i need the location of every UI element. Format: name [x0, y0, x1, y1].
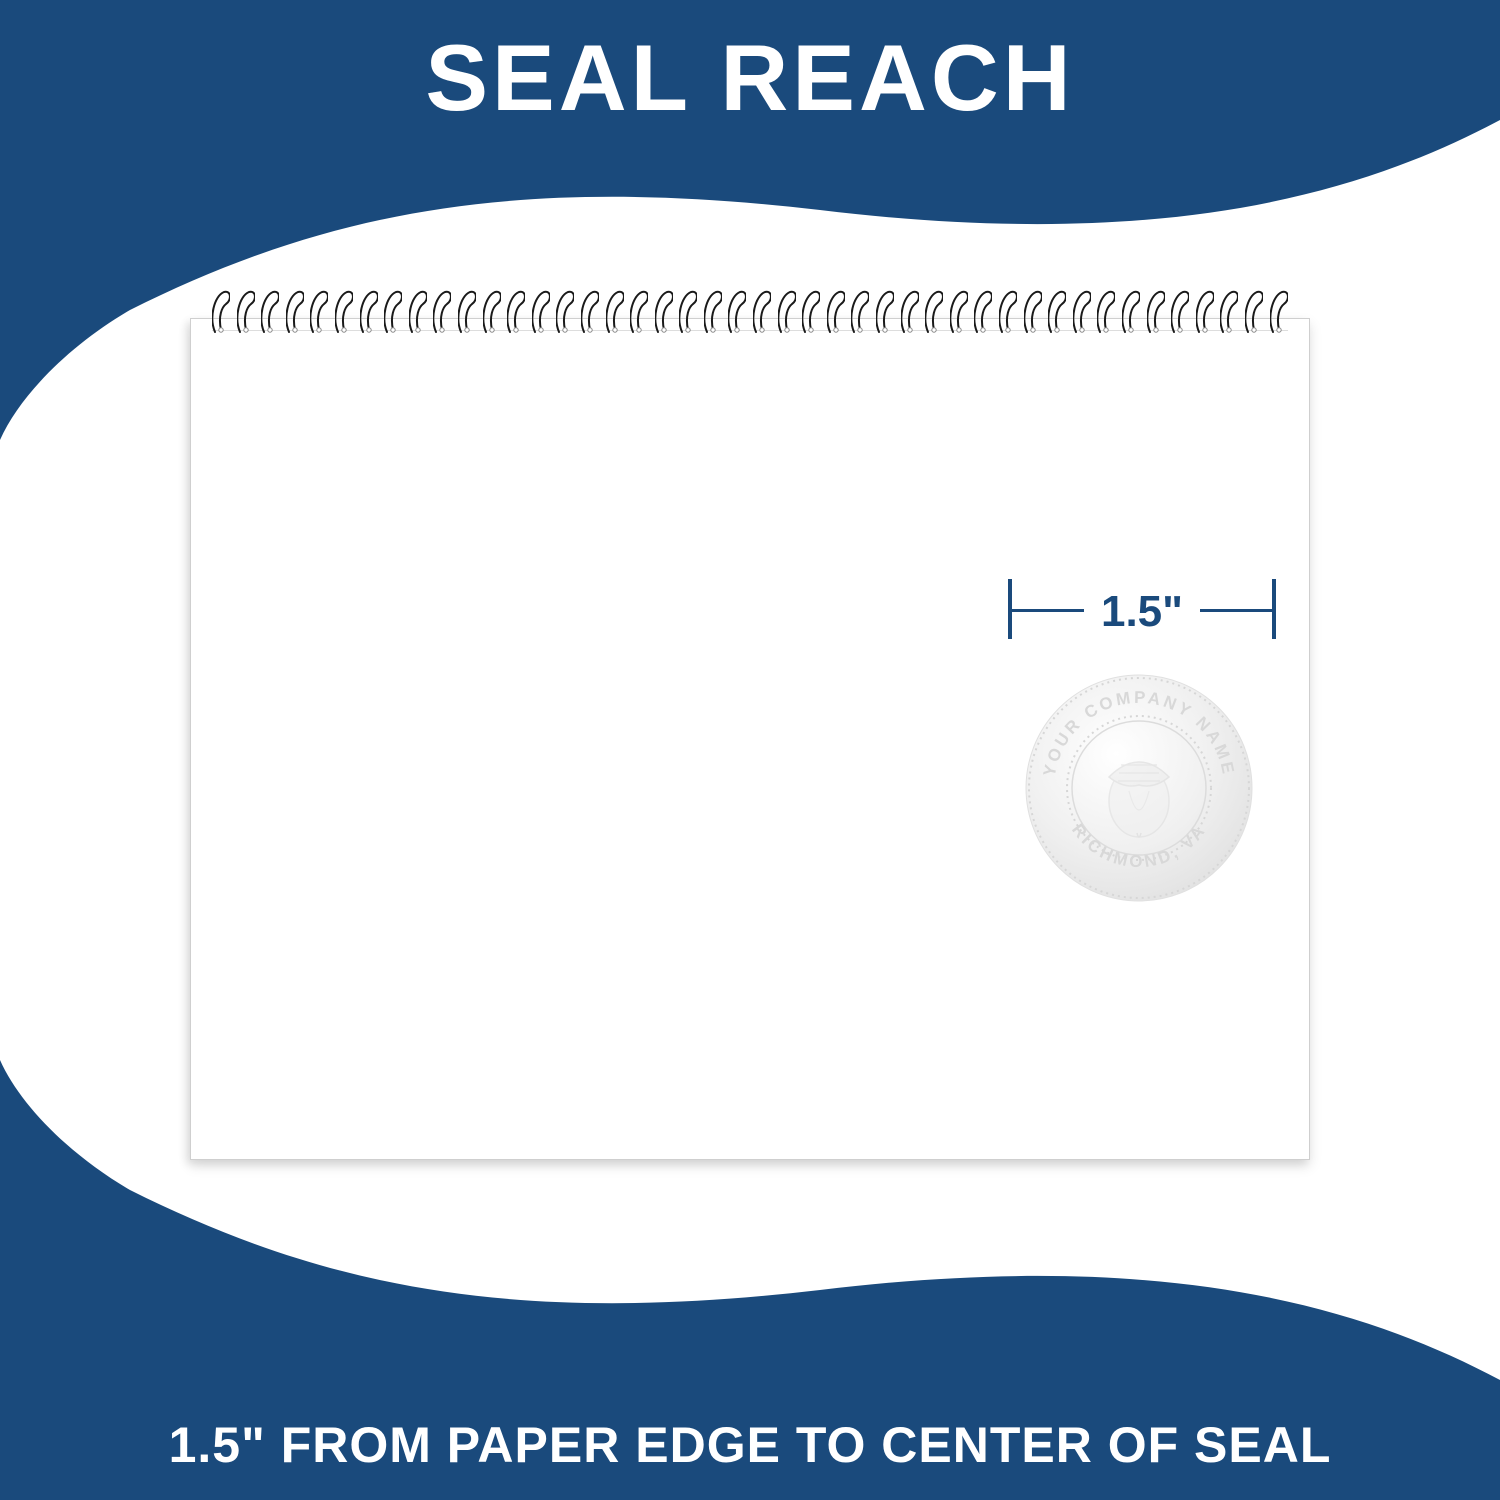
spiral-coil: [950, 290, 968, 334]
spiral-coil: [1270, 290, 1288, 334]
page-title: SEAL REACH: [0, 24, 1500, 132]
measure-value-label: 1.5": [1012, 587, 1272, 637]
spiral-coil: [974, 290, 992, 334]
footer-caption: 1.5" FROM PAPER EDGE TO CENTER OF SEAL: [0, 1416, 1500, 1474]
spiral-coil: [1048, 290, 1066, 334]
spiral-coil: [630, 290, 648, 334]
spiral-coil: [433, 290, 451, 334]
spiral-coil: [679, 290, 697, 334]
spiral-coil: [901, 290, 919, 334]
measure-cap-right: [1272, 579, 1276, 639]
spiral-coil: [753, 290, 771, 334]
spiral-coil: [999, 290, 1017, 334]
spiral-coil: [655, 290, 673, 334]
spiral-coil: [925, 290, 943, 334]
spiral-coil: [802, 290, 820, 334]
spiral-coil: [606, 290, 624, 334]
spiral-coil: [851, 290, 869, 334]
notebook: 1.5": [190, 290, 1310, 1160]
measurement-indicator: 1.5": [1012, 587, 1272, 643]
spiral-coil: [237, 290, 255, 334]
spiral-coil: [1220, 290, 1238, 334]
spiral-coil: [778, 290, 796, 334]
spiral-coil: [1196, 290, 1214, 334]
spiral-coil: [286, 290, 304, 334]
spiral-coil: [704, 290, 722, 334]
spiral-coil: [261, 290, 279, 334]
spiral-coil: [409, 290, 427, 334]
spiral-coil: [827, 290, 845, 334]
embossed-seal: YOUR COMPANY NAME RICHMOND, VA: [1024, 673, 1254, 903]
spiral-coil: [1147, 290, 1165, 334]
spiral-coil: [1245, 290, 1263, 334]
spiral-coil: [1073, 290, 1091, 334]
seal-center-icon: [1109, 762, 1169, 837]
spiral-coil: [876, 290, 894, 334]
spiral-coil: [532, 290, 550, 334]
measure-line-right: [1200, 609, 1272, 612]
spiral-coil: [1122, 290, 1140, 334]
spiral-coil: [1097, 290, 1115, 334]
spiral-coil: [728, 290, 746, 334]
spiral-coil: [483, 290, 501, 334]
spiral-coil: [581, 290, 599, 334]
spiral-coil: [1171, 290, 1189, 334]
spiral-coil: [212, 290, 230, 334]
spiral-coil: [335, 290, 353, 334]
spiral-binding: [212, 290, 1288, 334]
spiral-coil: [556, 290, 574, 334]
spiral-coil: [384, 290, 402, 334]
spiral-coil: [458, 290, 476, 334]
spiral-coil: [1024, 290, 1042, 334]
seal-svg: YOUR COMPANY NAME RICHMOND, VA: [1024, 673, 1254, 903]
infographic-canvas: SEAL REACH 1.5" FROM PAPER EDGE TO CENTE…: [0, 0, 1500, 1500]
spiral-coil: [507, 290, 525, 334]
spiral-coil: [310, 290, 328, 334]
spiral-coil: [360, 290, 378, 334]
